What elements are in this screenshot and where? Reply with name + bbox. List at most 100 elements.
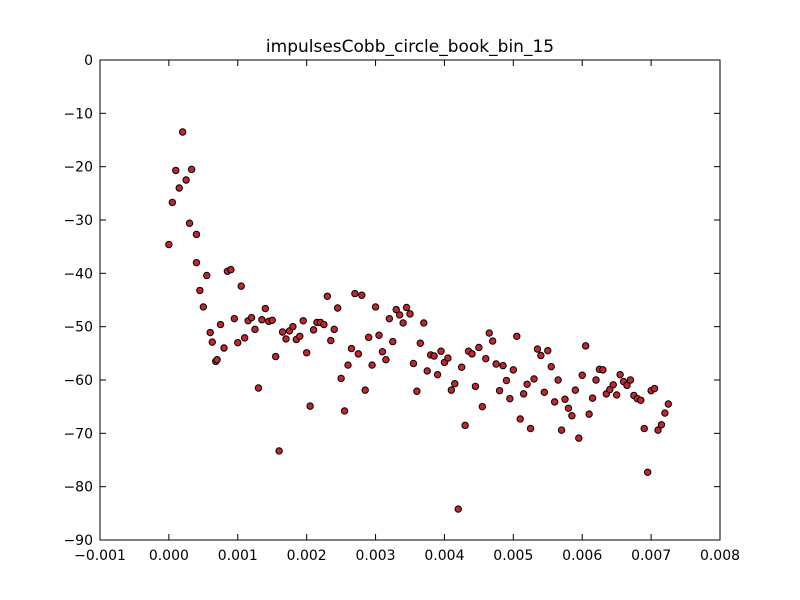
data-point	[375, 331, 383, 339]
data-point	[337, 374, 345, 383]
data-point	[526, 424, 535, 433]
data-point	[196, 286, 204, 295]
data-point	[254, 384, 263, 392]
y-tick-label: −90	[63, 533, 93, 549]
data-point	[509, 366, 518, 374]
data-point	[416, 339, 425, 347]
data-point	[578, 371, 586, 379]
data-point	[571, 386, 580, 394]
data-point	[468, 350, 476, 358]
data-point	[237, 282, 245, 290]
data-point	[327, 336, 335, 345]
data-point	[554, 376, 562, 384]
data-point	[289, 322, 297, 331]
data-point	[168, 198, 177, 207]
data-point	[409, 359, 418, 368]
data-point	[261, 304, 270, 313]
data-point	[413, 387, 421, 395]
data-point	[320, 320, 328, 329]
data-point	[165, 240, 173, 249]
data-point	[278, 328, 287, 336]
data-point	[178, 128, 187, 136]
data-point	[192, 258, 201, 267]
data-point	[499, 361, 507, 370]
x-tick-label: 0.003	[356, 548, 396, 564]
data-point	[172, 166, 180, 175]
x-tick-label: 0.007	[631, 548, 671, 564]
data-point	[612, 391, 621, 399]
data-point	[650, 384, 659, 393]
data-point	[575, 434, 583, 442]
data-point	[506, 394, 514, 403]
data-point	[395, 311, 404, 319]
y-tick-label: 0	[84, 53, 93, 69]
data-point	[271, 352, 280, 361]
data-point	[626, 376, 635, 384]
data-point	[547, 362, 555, 371]
x-tick-label: 0.000	[149, 548, 189, 564]
data-point	[382, 356, 390, 364]
y-tick-label: −10	[63, 106, 93, 122]
data-point	[406, 310, 414, 318]
data-point	[309, 326, 318, 334]
data-point	[447, 386, 456, 394]
data-point	[433, 370, 442, 379]
chart-title: impulsesCobb_circle_book_bin_15	[266, 37, 554, 57]
data-point	[192, 230, 201, 239]
data-point	[471, 382, 480, 391]
data-point	[492, 360, 500, 368]
data-point	[234, 338, 242, 347]
data-point	[488, 337, 497, 345]
data-points	[165, 128, 673, 513]
data-point	[354, 350, 363, 358]
data-point	[568, 412, 576, 420]
data-point	[643, 468, 652, 476]
data-point	[513, 332, 521, 340]
data-point	[557, 426, 566, 434]
data-point	[592, 376, 600, 384]
x-tick-label: −0.001	[74, 548, 126, 564]
data-point	[537, 351, 545, 360]
data-point	[333, 304, 342, 312]
x-tick-label: 0.002	[287, 548, 327, 564]
y-tick-label: −50	[63, 320, 93, 336]
data-point	[306, 402, 314, 410]
x-tick-label: 0.005	[493, 548, 533, 564]
data-point	[664, 400, 673, 408]
data-point	[199, 303, 208, 311]
data-point	[230, 314, 239, 323]
data-point	[220, 344, 228, 352]
data-point	[550, 398, 559, 406]
data-point	[495, 386, 504, 395]
data-point	[609, 381, 617, 389]
data-point	[358, 291, 366, 299]
data-point	[299, 317, 307, 325]
data-point	[585, 410, 593, 418]
data-point	[302, 349, 311, 357]
data-point	[330, 325, 338, 334]
data-point	[371, 303, 380, 311]
data-point	[399, 319, 407, 327]
data-point	[344, 361, 352, 369]
data-point	[182, 176, 190, 184]
x-tick-label: 0.004	[424, 548, 464, 564]
data-point	[296, 332, 304, 340]
y-tick-label: −60	[63, 373, 93, 389]
data-point	[282, 335, 290, 343]
data-point	[451, 380, 459, 388]
data-point	[423, 367, 431, 375]
data-point	[203, 271, 211, 280]
data-point	[368, 361, 376, 369]
data-point	[361, 386, 369, 394]
data-point	[637, 396, 645, 404]
data-point	[478, 402, 487, 411]
data-point	[564, 404, 573, 412]
data-point	[392, 305, 400, 314]
data-point	[275, 447, 283, 455]
data-point	[457, 363, 466, 371]
x-tick-label: 0.008	[700, 548, 740, 564]
data-point	[661, 409, 669, 417]
data-point	[351, 289, 359, 298]
data-point	[540, 388, 549, 396]
